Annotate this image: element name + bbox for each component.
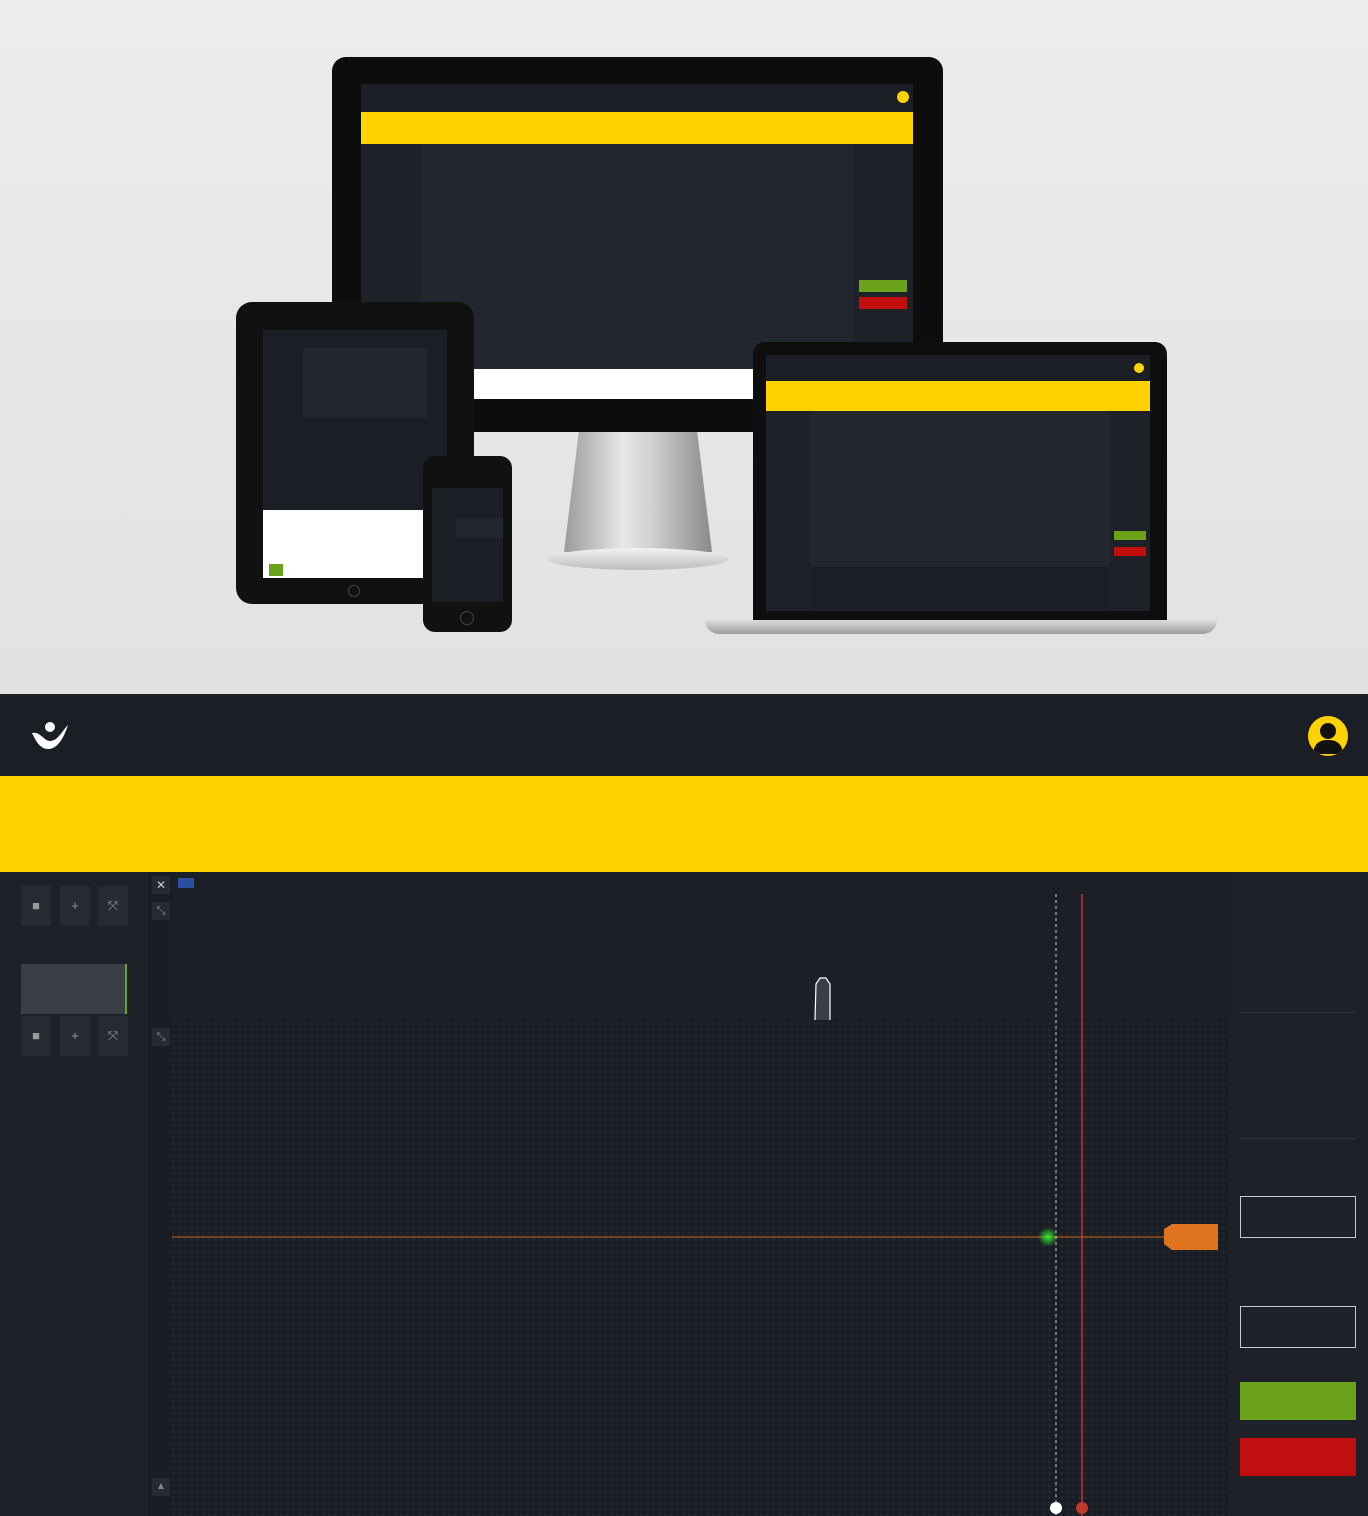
plus-tool-button[interactable]: + [60, 886, 90, 926]
device-mockup-showcase [0, 0, 1368, 694]
current-price-glow [1038, 1227, 1058, 1247]
desktop-screen [361, 84, 913, 399]
amount-input[interactable] [1240, 1306, 1356, 1348]
mock-laptop-right [1110, 411, 1150, 611]
top-bar [0, 694, 1368, 776]
trading-app: ■ + ⤧ ■ + ⤧ [0, 694, 1368, 1516]
price-tag-bg [1164, 1224, 1218, 1250]
mock-desktop-header [361, 84, 913, 112]
mock-laptop-nav [766, 381, 1150, 411]
laptop-screen [766, 355, 1150, 611]
mock-tablet-chart-svg [303, 348, 427, 418]
main-nav [0, 776, 1368, 872]
mock-laptop-call [1114, 531, 1146, 540]
logo-icon [32, 722, 68, 749]
flag-finish-icon [1076, 1502, 1088, 1514]
price-chart[interactable]: ✕ ⤡ ⤡ ▲ [148, 872, 1228, 1516]
put-sentiment [150, 1150, 170, 1160]
mock-laptop-chart [810, 411, 1110, 567]
phone-device [423, 456, 512, 632]
tablet-device [236, 302, 474, 604]
tablet-screen [263, 330, 447, 578]
mock-laptop-header [766, 355, 1150, 381]
expand-tool-button[interactable]: ⤧ [98, 886, 128, 926]
phone-home-icon [460, 611, 474, 625]
desktop-monitor [332, 57, 943, 432]
purchase-time-label [1000, 882, 1034, 890]
monitor-base [548, 548, 728, 570]
mock-put-button [859, 297, 907, 309]
plus-tool-button-2[interactable]: + [60, 1016, 90, 1056]
trade-panel [1228, 872, 1368, 1516]
tablet-home-icon [348, 585, 360, 597]
square-tool-button[interactable]: ■ [21, 886, 51, 926]
mock-laptop-avatar [1134, 363, 1144, 373]
mock-phone-chart [456, 518, 503, 538]
mock-call-button [859, 280, 907, 292]
mock-avatar [897, 91, 909, 103]
mock-desktop-nav [361, 112, 913, 144]
call-sentiment [150, 1362, 170, 1372]
mock-desktop-chart [421, 144, 853, 369]
preview-spike [814, 977, 831, 1021]
monitor-stand [564, 432, 712, 552]
asset-pair [21, 982, 69, 997]
user-icon [1313, 723, 1343, 754]
collapse-icon[interactable]: ⤡ [152, 902, 170, 920]
chart-preview-strip [172, 872, 1228, 1020]
flag-icon [178, 878, 194, 888]
timer-icon [1050, 1502, 1062, 1514]
expand-tool-button-2[interactable]: ⤧ [98, 1016, 128, 1056]
mock-phone-header [432, 488, 503, 498]
laptop-base [705, 620, 1217, 634]
mock-laptop-put [1114, 547, 1146, 556]
call-button[interactable] [1240, 1382, 1356, 1420]
square-tool-button-2[interactable]: ■ [21, 1016, 51, 1056]
put-button[interactable] [1240, 1438, 1356, 1476]
chart-type-icon[interactable]: ▲ [152, 1478, 170, 1496]
mock-tablet-blank [263, 510, 447, 578]
mock-tablet-deposit [269, 564, 283, 576]
phone-screen [432, 488, 503, 602]
asset-selector[interactable] [178, 878, 203, 888]
collapse-icon-2[interactable]: ⤡ [152, 1028, 170, 1046]
mock-tablet-header [263, 330, 447, 348]
price-chart-svg [172, 872, 1228, 1516]
mock-desktop-chart-svg [421, 144, 853, 369]
mock-laptop-chart-svg [810, 411, 1110, 567]
time-input[interactable] [1240, 1196, 1356, 1238]
close-icon[interactable]: ✕ [152, 876, 170, 894]
asset-sidebar: ■ + ⤧ ■ + ⤧ [0, 872, 148, 1516]
asset-item-dup[interactable] [21, 964, 127, 1014]
avatar[interactable] [1308, 716, 1348, 756]
mock-tablet-chart [303, 348, 427, 418]
mock-laptop-assets [766, 411, 810, 611]
laptop-device [753, 342, 1167, 620]
logo[interactable] [32, 716, 72, 756]
